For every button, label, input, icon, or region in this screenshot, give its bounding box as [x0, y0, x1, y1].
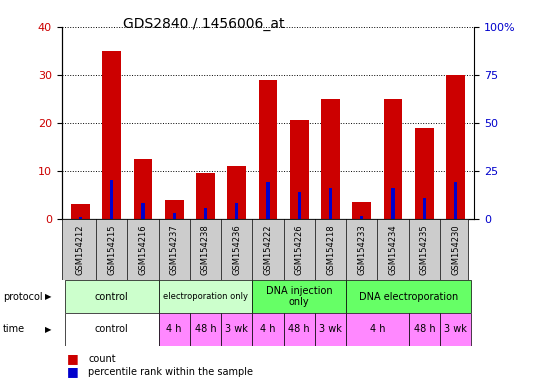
Bar: [142, 203, 145, 219]
Bar: [110, 180, 113, 219]
Text: ▶: ▶: [44, 325, 51, 334]
Bar: [165, 200, 184, 219]
Bar: [252, 280, 346, 313]
Text: 48 h: 48 h: [413, 324, 435, 334]
Bar: [415, 127, 434, 219]
Text: GSM154238: GSM154238: [201, 224, 210, 275]
Bar: [360, 216, 363, 219]
Bar: [133, 159, 152, 219]
Bar: [266, 182, 270, 219]
Text: 3 wk: 3 wk: [444, 324, 467, 334]
Bar: [252, 313, 284, 346]
Text: protocol: protocol: [3, 291, 42, 302]
Text: GSM154234: GSM154234: [389, 224, 398, 275]
Text: 48 h: 48 h: [288, 324, 310, 334]
Text: GSM154216: GSM154216: [138, 224, 147, 275]
Bar: [446, 75, 465, 219]
Bar: [204, 208, 207, 219]
Bar: [409, 313, 440, 346]
Text: GSM154226: GSM154226: [295, 224, 304, 275]
Bar: [196, 173, 215, 219]
Text: GSM154235: GSM154235: [420, 224, 429, 275]
Text: DNA electroporation: DNA electroporation: [359, 291, 458, 302]
Bar: [71, 204, 90, 219]
Bar: [235, 203, 239, 219]
Bar: [65, 280, 159, 313]
Text: GSM154236: GSM154236: [232, 224, 241, 275]
Text: GSM154230: GSM154230: [451, 224, 460, 275]
Text: 48 h: 48 h: [195, 324, 217, 334]
Text: GSM154212: GSM154212: [76, 224, 85, 275]
Bar: [79, 217, 82, 219]
Bar: [173, 213, 176, 219]
Bar: [65, 313, 159, 346]
Bar: [258, 79, 278, 219]
Text: GSM154222: GSM154222: [264, 224, 272, 275]
Text: GSM154218: GSM154218: [326, 224, 335, 275]
Bar: [423, 198, 426, 219]
Text: 3 wk: 3 wk: [319, 324, 342, 334]
Text: 4 h: 4 h: [167, 324, 182, 334]
Text: GSM154237: GSM154237: [170, 224, 178, 275]
Text: time: time: [3, 324, 25, 334]
Bar: [297, 192, 301, 219]
Bar: [346, 313, 409, 346]
Bar: [284, 313, 315, 346]
Text: control: control: [95, 291, 129, 302]
Text: GDS2840 / 1456006_at: GDS2840 / 1456006_at: [123, 17, 285, 31]
Bar: [321, 99, 340, 219]
Bar: [315, 313, 346, 346]
Bar: [159, 280, 252, 313]
Bar: [190, 313, 221, 346]
Text: GSM154233: GSM154233: [358, 224, 366, 275]
Text: 3 wk: 3 wk: [225, 324, 248, 334]
Bar: [391, 188, 394, 219]
Text: percentile rank within the sample: percentile rank within the sample: [88, 367, 254, 377]
Bar: [346, 280, 471, 313]
Text: control: control: [95, 324, 129, 334]
Bar: [384, 99, 403, 219]
Bar: [454, 182, 457, 219]
Text: DNA injection
only: DNA injection only: [266, 286, 332, 308]
Bar: [221, 313, 252, 346]
Bar: [102, 51, 121, 219]
Text: electroporation only: electroporation only: [163, 292, 248, 301]
Bar: [352, 202, 371, 219]
Text: ■: ■: [67, 353, 79, 366]
Bar: [227, 166, 246, 219]
Bar: [290, 121, 309, 219]
Text: 4 h: 4 h: [370, 324, 385, 334]
Text: 4 h: 4 h: [260, 324, 276, 334]
Bar: [329, 188, 332, 219]
Text: GSM154215: GSM154215: [107, 224, 116, 275]
Text: count: count: [88, 354, 116, 364]
Text: ▶: ▶: [44, 292, 51, 301]
Bar: [440, 313, 471, 346]
Text: ■: ■: [67, 365, 79, 378]
Bar: [159, 313, 190, 346]
